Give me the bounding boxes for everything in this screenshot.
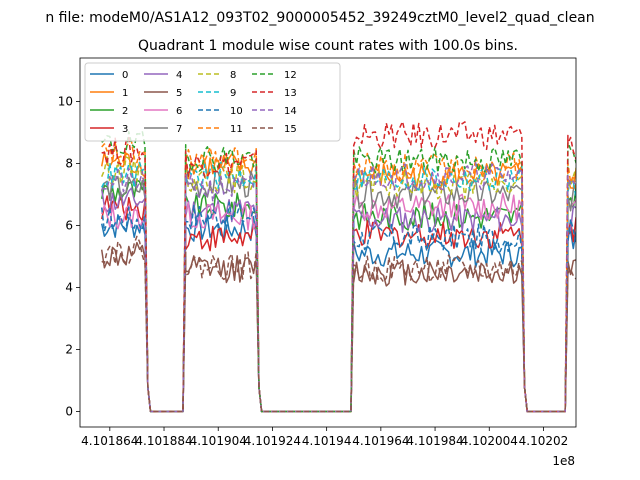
- legend-label-11: 11: [230, 124, 243, 135]
- series-line-13: [101, 120, 576, 413]
- legend-label-12: 12: [284, 70, 297, 81]
- legend-label-3: 3: [122, 124, 128, 135]
- series-line-6: [100, 192, 576, 413]
- y-tick-label: 6: [65, 218, 73, 232]
- legend-label-13: 13: [284, 88, 297, 99]
- chart-title: Quadrant 1 module wise count rates with …: [138, 38, 518, 54]
- y-tick-label: 0: [65, 404, 73, 418]
- legend-label-7: 7: [176, 124, 182, 135]
- legend-label-4: 4: [176, 70, 182, 81]
- plot-frame: [79, 57, 577, 428]
- x-tick-label: 4.102004: [461, 434, 518, 448]
- y-tick-label: 8: [65, 156, 73, 170]
- x-tick-label: 4.101964: [352, 434, 409, 448]
- legend-label-2: 2: [122, 106, 128, 117]
- series-line-4: [100, 187, 576, 413]
- series-line-14: [101, 162, 576, 413]
- legend-label-8: 8: [230, 70, 236, 81]
- y-tick-label: 4: [65, 280, 73, 294]
- series-line-0: [100, 214, 576, 413]
- legend-box: [84, 62, 341, 142]
- series-line-2: [100, 179, 576, 413]
- legend-label-9: 9: [230, 88, 236, 99]
- series-line-9: [101, 161, 576, 413]
- legend-label-6: 6: [176, 106, 182, 117]
- legend-label-15: 15: [284, 124, 297, 135]
- x-tick-label: 4.101864: [81, 434, 138, 448]
- x-tick-label: 4.101984: [406, 434, 463, 448]
- legend-label-0: 0: [122, 70, 128, 81]
- file-header: n file: modeM0/AS1A12_093T02_9000005452_…: [45, 10, 594, 26]
- legend-label-14: 14: [284, 106, 297, 117]
- x-tick-label: 4.10194: [302, 434, 352, 448]
- y-tick-label: 2: [65, 342, 73, 356]
- x-tick-label: 4.101884: [135, 434, 192, 448]
- series-line-12: [101, 130, 576, 413]
- y-tick-label: 10: [58, 94, 73, 108]
- series-line-7: [100, 170, 576, 413]
- series-line-5: [100, 241, 576, 413]
- series-line-10: [100, 201, 576, 413]
- legend-label-5: 5: [176, 88, 182, 99]
- series-line-3: [100, 192, 576, 413]
- series-line-8: [101, 155, 576, 413]
- x-offset-label: 1e8: [552, 454, 575, 468]
- x-tick-label: 4.10202: [519, 434, 569, 448]
- legend-label-10: 10: [230, 106, 243, 117]
- x-tick-label: 4.101904: [190, 434, 247, 448]
- x-tick-label: 4.101924: [244, 434, 301, 448]
- legend-label-1: 1: [122, 88, 128, 99]
